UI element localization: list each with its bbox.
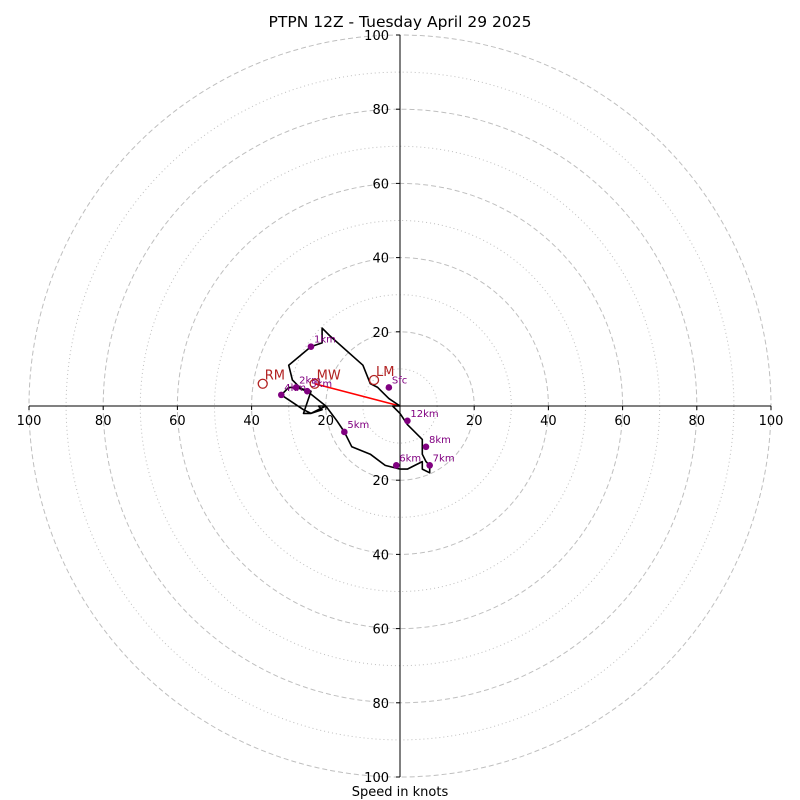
height-label-1km: 1km [314, 335, 336, 346]
y-tick-label: 40 [372, 548, 389, 563]
shear-vector-group [314, 382, 401, 407]
x-tick-label: 40 [243, 414, 260, 429]
x-tick-label: 60 [169, 414, 186, 429]
storm-marker-mw [309, 378, 320, 389]
y-tick-label: 20 [372, 474, 389, 489]
x-tick-label: 60 [614, 414, 631, 429]
y-tick-label: 20 [372, 326, 389, 341]
x-axis-label: Speed in knots [352, 785, 449, 800]
storm-motion-markers: RM LM MW [257, 365, 394, 389]
y-tick-label: 100 [364, 771, 389, 786]
y-tick-label: 80 [372, 103, 389, 118]
y-tick-label: 80 [372, 697, 389, 712]
storm-marker-lm [368, 374, 380, 386]
height-label-7km: 7km [433, 453, 455, 464]
height-label-5km: 5km [347, 420, 369, 431]
height-label-sfc: Sfc [392, 375, 407, 386]
height-marker-6km [392, 462, 400, 469]
x-tick-label: 20 [466, 414, 483, 429]
height-label-6km: 6km [399, 453, 421, 464]
height-marker-12km [404, 417, 411, 425]
y-tick-label: 100 [364, 29, 389, 44]
height-marker-sfc [385, 384, 393, 391]
height-marker-2km [292, 384, 300, 391]
height-label-2km: 2km [299, 375, 321, 386]
height-label-12km: 12km [410, 409, 438, 420]
storm-label-mw: MW [317, 369, 341, 384]
x-tick-label: 100 [759, 414, 784, 429]
hodograph-trace-group [280, 327, 431, 474]
x-tick-label: 80 [95, 414, 112, 429]
storm-label-rm: RM [265, 369, 285, 384]
x-tick-label: 40 [540, 414, 557, 429]
height-marker-4km [277, 391, 285, 399]
height-marker-8km [422, 443, 430, 451]
tick-labels: 100 80 60 40 20 20 40 60 80 100 100 80 60 40 20 20 40 60 8… [17, 29, 784, 786]
chart-title: PTPN 12Z - Tuesday April 29 2025 [269, 13, 532, 31]
storm-marker-rm [257, 378, 268, 389]
y-tick-label: 60 [372, 177, 389, 192]
y-tick-label: 40 [372, 252, 389, 267]
height-label-3km: 3km [310, 379, 332, 390]
height-label-4km: 4km [284, 383, 306, 394]
height-label-8km: 8km [429, 435, 451, 446]
storm-label-lm: LM [376, 365, 394, 380]
height-marker-3km [303, 387, 311, 395]
height-marker-1km [307, 343, 315, 350]
shear-vector [314, 382, 401, 407]
height-marker-5km [341, 428, 348, 436]
hodograph-trace [280, 327, 431, 474]
x-tick-label: 100 [17, 414, 42, 429]
y-tick-label: 60 [372, 623, 389, 638]
x-tick-label: 20 [318, 414, 335, 429]
x-tick-label: 80 [689, 414, 706, 429]
height-marker-7km [426, 462, 433, 469]
